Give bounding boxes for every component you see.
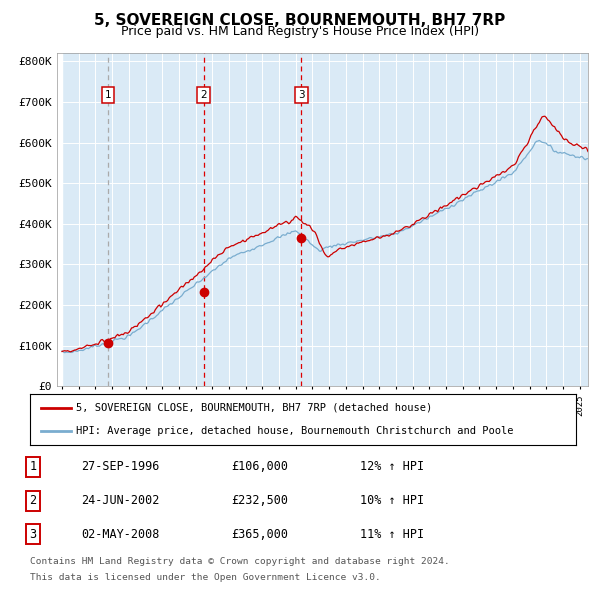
Text: 5, SOVEREIGN CLOSE, BOURNEMOUTH, BH7 7RP: 5, SOVEREIGN CLOSE, BOURNEMOUTH, BH7 7RP [94, 13, 506, 28]
Text: Contains HM Land Registry data © Crown copyright and database right 2024.: Contains HM Land Registry data © Crown c… [30, 557, 450, 566]
Text: 1: 1 [104, 90, 111, 100]
Text: HPI: Average price, detached house, Bournemouth Christchurch and Poole: HPI: Average price, detached house, Bour… [76, 427, 514, 437]
Text: Price paid vs. HM Land Registry's House Price Index (HPI): Price paid vs. HM Land Registry's House … [121, 25, 479, 38]
Bar [57, 53, 64, 386]
Text: 5, SOVEREIGN CLOSE, BOURNEMOUTH, BH7 7RP (detached house): 5, SOVEREIGN CLOSE, BOURNEMOUTH, BH7 7RP… [76, 402, 433, 412]
Text: 11% ↑ HPI: 11% ↑ HPI [360, 527, 424, 541]
Text: 10% ↑ HPI: 10% ↑ HPI [360, 494, 424, 507]
Text: 2: 2 [200, 90, 207, 100]
Text: 24-JUN-2002: 24-JUN-2002 [81, 494, 160, 507]
Text: 02-MAY-2008: 02-MAY-2008 [81, 527, 160, 541]
Text: 27-SEP-1996: 27-SEP-1996 [81, 460, 160, 474]
Text: This data is licensed under the Open Government Licence v3.0.: This data is licensed under the Open Gov… [30, 573, 381, 582]
Bar [57, 53, 62, 386]
Text: 2: 2 [29, 494, 37, 507]
Text: £106,000: £106,000 [231, 460, 288, 474]
Text: 1: 1 [29, 460, 37, 474]
Text: £232,500: £232,500 [231, 494, 288, 507]
Text: 3: 3 [29, 527, 37, 541]
Text: 3: 3 [298, 90, 305, 100]
Text: £365,000: £365,000 [231, 527, 288, 541]
Text: 12% ↑ HPI: 12% ↑ HPI [360, 460, 424, 474]
